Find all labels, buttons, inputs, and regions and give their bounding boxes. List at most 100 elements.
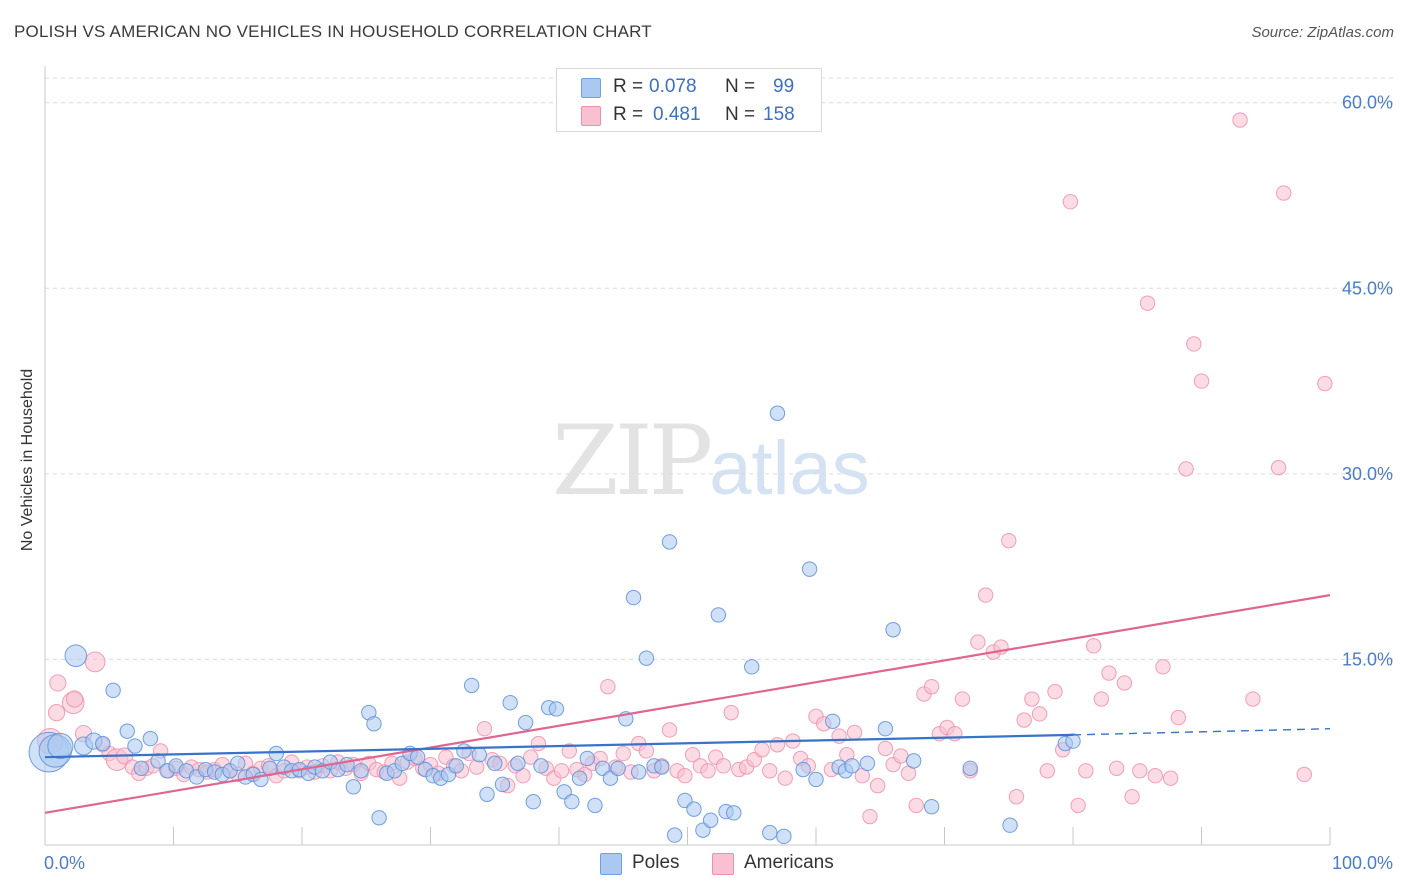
pole-point <box>494 776 511 793</box>
pole-point <box>409 749 426 765</box>
pole-point <box>230 755 246 772</box>
american-point <box>1317 375 1333 392</box>
legend-r-label: R = <box>613 76 644 97</box>
americans-trend-line <box>44 594 1331 814</box>
american-point <box>1132 763 1148 779</box>
pole-point <box>859 755 876 772</box>
legend-n-label: N = <box>725 104 756 125</box>
pole-point <box>571 770 588 786</box>
american-point <box>1116 675 1133 691</box>
american-point <box>1031 706 1048 722</box>
pole-point <box>64 644 88 668</box>
american-point <box>1232 112 1248 128</box>
american-point <box>1062 194 1079 210</box>
stats-legend: R = 0.078 N = 99 R = 0.481 N = 158 <box>556 68 822 132</box>
american-point <box>977 587 994 603</box>
american-point <box>1008 789 1025 805</box>
american-point <box>947 725 963 742</box>
american-point <box>47 704 66 722</box>
poles-trend-line <box>44 733 1074 759</box>
american-point <box>469 759 485 775</box>
legend-n-label: N = <box>725 76 756 97</box>
american-point <box>923 678 940 695</box>
pole-point <box>1002 817 1018 833</box>
chart-title: POLISH VS AMERICAN NO VEHICLES IN HOUSEH… <box>14 22 652 41</box>
pole-point <box>353 763 369 779</box>
pole-point <box>579 750 595 767</box>
american-point <box>1024 691 1040 707</box>
pole-point <box>133 760 150 776</box>
american-point <box>65 690 84 708</box>
poles-trend-line-extension <box>1072 728 1331 736</box>
pole-point <box>47 732 74 760</box>
pole-point <box>339 756 355 773</box>
american-point <box>638 743 655 759</box>
american-point <box>877 740 894 757</box>
american-point <box>1155 659 1171 675</box>
american-point <box>1070 797 1086 814</box>
pole-point <box>1065 733 1081 749</box>
american-point <box>1108 760 1125 776</box>
pole-point <box>448 758 464 774</box>
american-point <box>553 763 570 779</box>
pole-point <box>471 746 488 763</box>
legend-swatch-americans <box>581 106 601 126</box>
american-point <box>1047 683 1063 700</box>
american-point <box>954 691 971 707</box>
american-point <box>715 758 732 774</box>
pole-point <box>654 759 670 775</box>
american-point <box>1139 295 1156 311</box>
pole-point <box>762 824 778 841</box>
pole-point <box>923 798 940 815</box>
american-point <box>1039 763 1056 779</box>
pole-point <box>795 761 811 778</box>
pole-point <box>666 827 683 843</box>
pole-point <box>268 745 284 762</box>
watermark-zip: ZIP <box>552 405 713 517</box>
american-point <box>1296 766 1313 783</box>
watermark-atlas: atlas <box>709 426 870 511</box>
american-point <box>1078 763 1094 779</box>
pole-point <box>625 589 642 606</box>
legend-label-poles: Poles <box>632 852 680 873</box>
pole-point <box>638 650 655 666</box>
american-point <box>661 722 678 738</box>
pole-point <box>825 713 841 729</box>
american-point <box>754 742 770 758</box>
y-tick-label: 30.0% <box>1342 464 1393 484</box>
legend-r-value: 0.078 <box>649 76 697 97</box>
pole-point <box>686 801 702 817</box>
pole-point <box>533 758 549 774</box>
american-point <box>769 737 786 753</box>
pole-point <box>463 677 480 694</box>
pole-point <box>127 738 143 754</box>
american-point <box>700 763 716 779</box>
pole-point <box>564 794 580 810</box>
american-point <box>723 704 739 721</box>
american-point <box>1270 459 1287 476</box>
american-point <box>1124 789 1140 805</box>
american-point <box>530 735 547 752</box>
american-point <box>762 763 778 779</box>
pole-point <box>630 764 647 780</box>
legend-n-value: 158 <box>763 104 795 125</box>
american-point <box>84 651 106 673</box>
pole-point <box>710 607 727 623</box>
legend-r-label: R = <box>613 104 644 125</box>
american-point <box>523 749 539 765</box>
legend-r-value: 0.481 <box>653 104 701 125</box>
american-point <box>777 770 793 786</box>
pole-point <box>769 405 786 421</box>
american-point <box>1245 691 1261 707</box>
source-label: Source: ZipAtlas.com <box>1251 24 1394 41</box>
pole-point <box>525 794 541 810</box>
pole-point <box>776 828 792 845</box>
pole-point <box>502 695 518 711</box>
american-point <box>561 743 577 759</box>
pole-point <box>844 758 860 774</box>
pole-point <box>105 682 121 699</box>
pole-point <box>962 760 978 776</box>
pole-point <box>808 771 824 788</box>
y-tick-label: 60.0% <box>1342 93 1393 113</box>
american-point <box>1001 532 1017 549</box>
